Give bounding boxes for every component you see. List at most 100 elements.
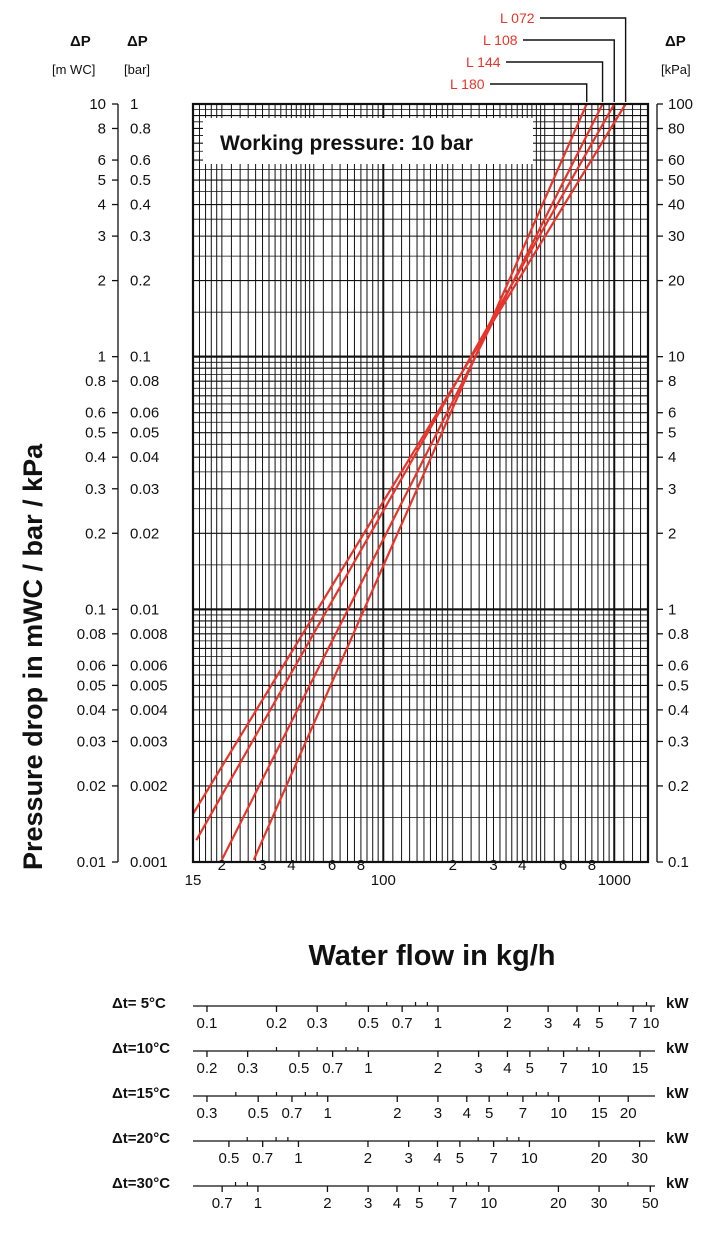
power-scale-tick-label: 4 [573,1015,581,1032]
power-scale-tick-label: 10 [521,1150,538,1167]
power-scale-tick-label: 0.2 [197,1060,218,1077]
x-tick-label: 2 [449,857,457,874]
power-scale-tick-label: 1 [324,1105,332,1122]
power-scale-tick-label: 0.3 [307,1015,328,1032]
right-tick-label: 0.3 [668,733,689,750]
right-tick-label: 4 [668,449,676,466]
power-scale-tick-label: 7 [489,1150,497,1167]
series-label-leader [490,83,588,102]
left-outer-tick-label: 5 [98,172,106,189]
left-inner-axis-header-unit: [bar] [124,62,150,77]
right-tick-label: 30 [668,228,685,245]
power-scale-tick-label: 20 [550,1195,567,1212]
power-scale-tick-label: 2 [503,1015,511,1032]
power-scale-tick-label: 30 [591,1195,608,1212]
power-scale-tick-label: 5 [526,1060,534,1077]
left-outer-tick-label: 0.1 [85,601,106,618]
left-outer-tick-label: 1 [98,349,106,366]
right-tick-label: 8 [668,373,676,390]
power-scale-tick-label: 50 [642,1195,659,1212]
power-scale-tick-label: 0.5 [248,1105,269,1122]
left-outer-tick-label: 0.05 [77,677,106,694]
power-scale-unit: kW [666,1175,689,1192]
left-inner-tick-label: 0.01 [130,601,159,618]
left-outer-tick-label: 0.02 [77,778,106,795]
power-scale-tick-label: 3 [544,1015,552,1032]
right-axis-header-symbol: ΔP [665,33,686,50]
title-box [203,118,533,164]
power-scale-tick-label: 0.7 [282,1105,303,1122]
right-tick-label: 0.6 [668,657,689,674]
x-tick-label: 3 [258,857,266,874]
left-inner-tick-label: 0.08 [130,373,159,390]
right-tick-label: 5 [668,425,676,442]
power-scale-tick-label: 0.1 [197,1015,218,1032]
x-axis-title: Water flow in kg/h [308,940,555,972]
x-tick-label: 8 [588,857,596,874]
left-outer-axis-header-unit: [m WC] [52,62,95,77]
power-scale-tick-label: 15 [632,1060,649,1077]
power-scale-tick-label: 1 [434,1015,442,1032]
series-line [195,103,616,841]
left-outer-tick-label: 0.3 [85,481,106,498]
power-scale-label: Δt=10°C [112,1040,170,1057]
series-labels: L 072 L 108 L 144 L 180 [450,10,627,102]
power-scale-tick-label: 0.7 [322,1060,343,1077]
x-tick-label: 6 [559,857,567,874]
left-outer-tick-label: 6 [98,152,106,169]
power-scale-unit: kW [666,995,689,1012]
left-inner-tick-label: 0.06 [130,405,159,422]
power-scale-tick-label: 0.5 [218,1150,239,1167]
left-inner-tick-label: 0.1 [130,349,151,366]
series-label: L 072 [500,10,535,26]
series-line [252,103,588,861]
x-tick-label: 2 [218,857,226,874]
left-inner-tick-label: 0.03 [130,481,159,498]
power-scale-tick-label: 10 [591,1060,608,1077]
power-scale-tick-label: 5 [415,1195,423,1212]
chart-grid [192,103,649,863]
power-scale-label: Δt=30°C [112,1175,170,1192]
power-scale-tick-label: 4 [393,1195,401,1212]
right-tick-label: 3 [668,481,676,498]
left-outer-tick-label: 2 [98,273,106,290]
left-inner-tick-label: 0.005 [130,677,168,694]
power-scale-label: Δt=15°C [112,1085,170,1102]
power-scale-unit: kW [666,1085,689,1102]
power-scale-label: Δt=20°C [112,1130,170,1147]
power-scale-tick-label: 2 [364,1150,372,1167]
power-scale-tick-label: 5 [485,1105,493,1122]
left-inner-tick-label: 0.008 [130,626,168,643]
left-inner-tick-label: 0.002 [130,778,168,795]
right-tick-label: 0.8 [668,626,689,643]
power-scale-label: Δt= 5°C [112,995,166,1012]
x-tick-label: 4 [287,857,295,874]
power-scale-tick-label: 7 [519,1105,527,1122]
power-scale-unit: kW [666,1130,689,1147]
plot-frame [191,102,650,864]
x-tick-label: 15 [185,872,202,889]
left-inner-tick-label: 0.6 [130,152,151,169]
left-inner-tick-label: 0.04 [130,449,159,466]
left-outer-tick-label: 0.8 [85,373,106,390]
power-scale-unit: kW [666,1040,689,1057]
chart-frame [191,102,650,864]
left-inner-axis-header-symbol: ΔP [127,33,148,50]
power-scale-tick-label: 2 [434,1060,442,1077]
power-scale-tick-label: 30 [631,1150,648,1167]
axis-ticks: 10 1 8 0.8 6 0.6 5 0.5 4 0.4 3 0.3 2 0.2 1 0.1 0.8 0.08 0.… [77,96,693,889]
left-outer-tick-label: 4 [98,197,106,214]
left-outer-axis-header-symbol: ΔP [70,33,91,50]
power-scale-tick-label: 5 [456,1150,464,1167]
power-scale-tick-label: 15 [591,1105,608,1122]
chart-title: Working pressure: 10 bar [220,132,473,155]
power-scale-tick-label: 4 [463,1105,471,1122]
power-scale-tick-label: 2 [393,1105,401,1122]
left-outer-tick-label: 0.04 [77,702,106,719]
right-axis-header-unit: [kPa] [661,62,691,77]
left-inner-tick-label: 1 [130,96,138,113]
power-scale-tick-label: 4 [433,1150,441,1167]
power-scale-tick-label: 7 [449,1195,457,1212]
